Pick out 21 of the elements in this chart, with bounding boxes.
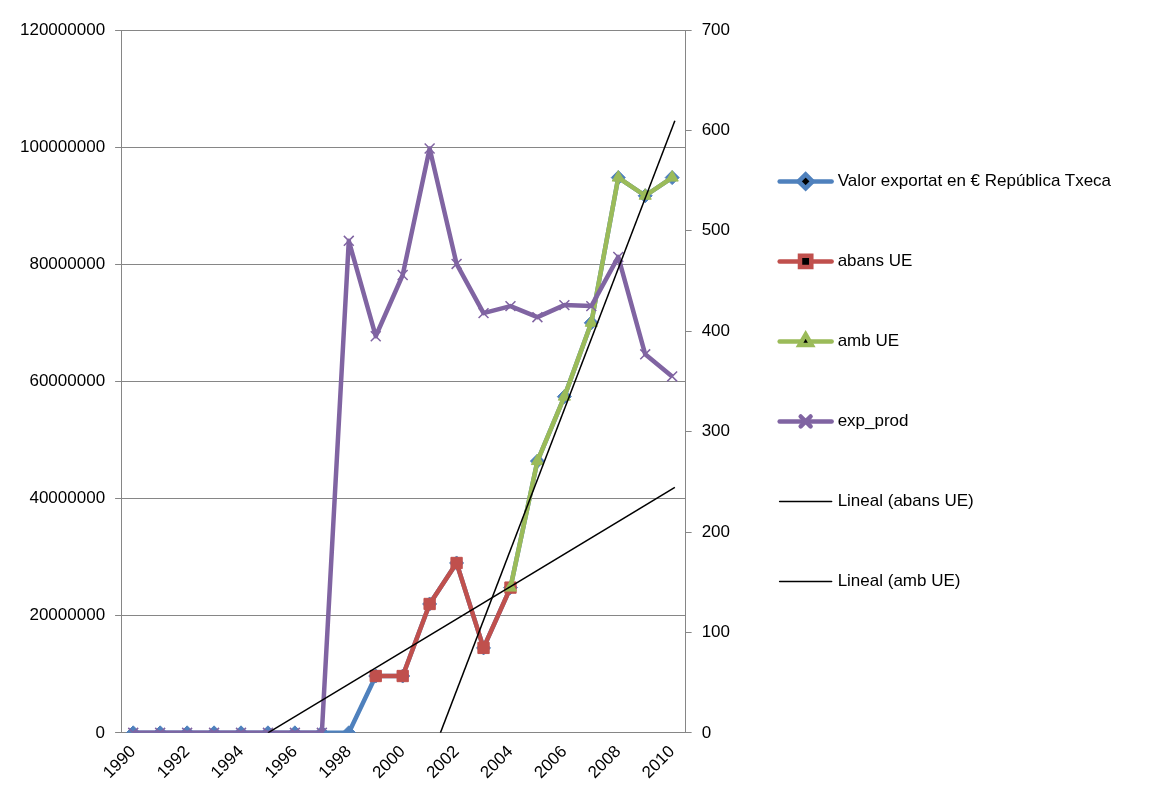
y-tick-label: 60000000 xyxy=(29,371,106,391)
y2-tick-label: 0 xyxy=(701,722,712,742)
legend-label: Lineal (amb UE) xyxy=(837,571,961,591)
y2-tick-label: 400 xyxy=(701,320,731,340)
y2-tick-label: 200 xyxy=(701,521,731,541)
y2-tick-label: 300 xyxy=(701,421,731,441)
y-tick-label: 80000000 xyxy=(29,253,106,273)
y-tick-label: 0 xyxy=(95,722,106,742)
y2-tick-label: 600 xyxy=(701,120,731,140)
y-tick-label: 120000000 xyxy=(20,19,106,39)
legend-label: Valor exportat en € República Txeca xyxy=(837,171,1112,191)
y2-tick-label: 700 xyxy=(701,19,731,39)
legend-label: amb UE xyxy=(837,331,900,351)
y2-tick-label: 100 xyxy=(701,622,731,642)
legend-label: Lineal (abans UE) xyxy=(837,491,974,511)
y2-tick-label: 500 xyxy=(701,220,731,240)
y-tick-label: 40000000 xyxy=(29,488,106,508)
legend-label: abans UE xyxy=(837,251,913,271)
legend-label: exp_prod xyxy=(837,411,909,431)
y-tick-label: 100000000 xyxy=(20,136,106,156)
y-tick-label: 20000000 xyxy=(29,605,106,625)
